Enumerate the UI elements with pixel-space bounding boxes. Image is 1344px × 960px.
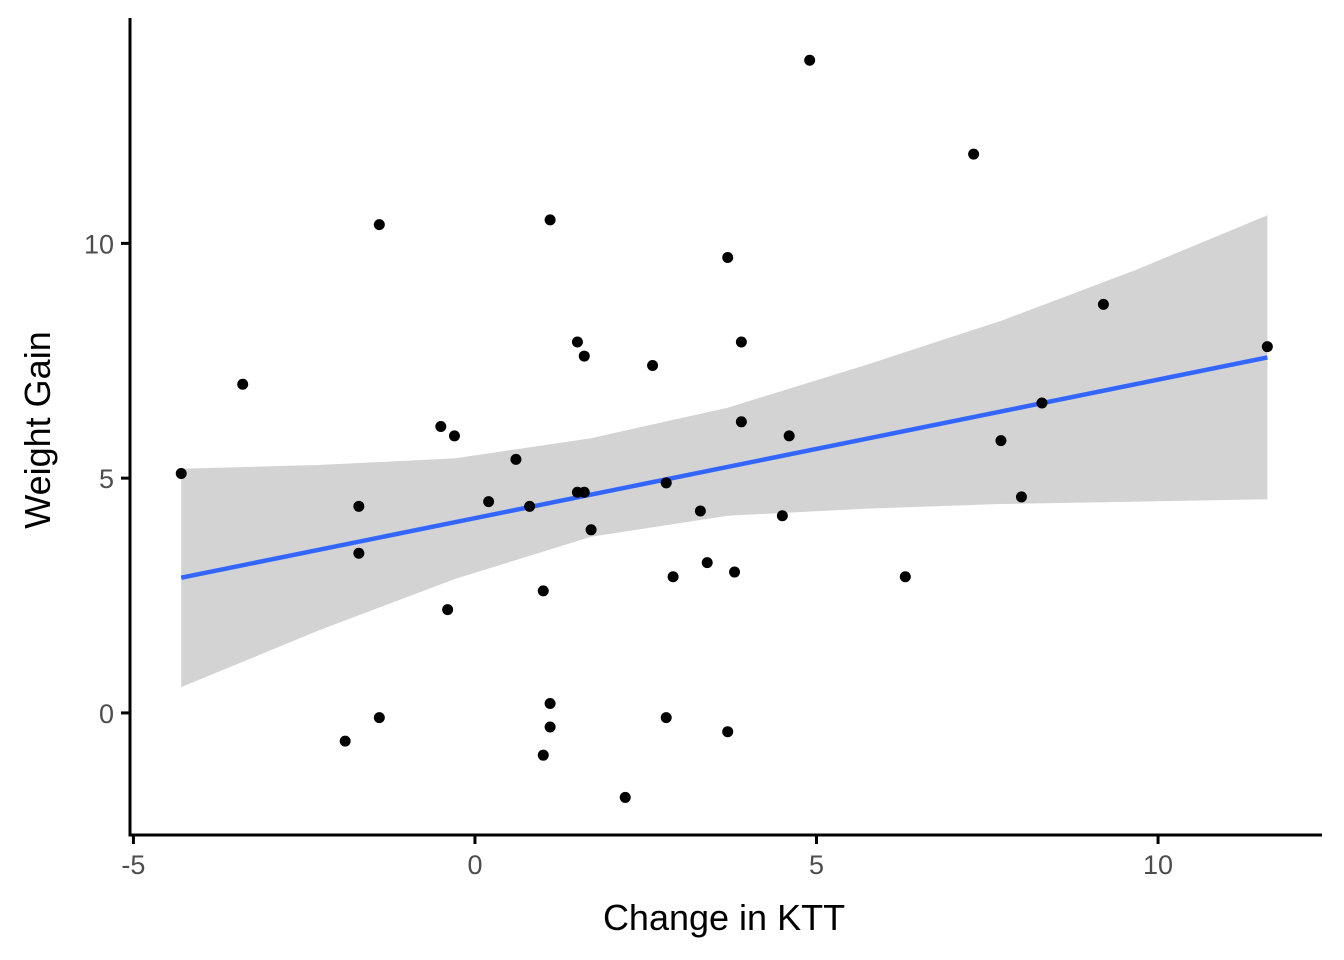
data-point	[735, 416, 747, 428]
data-point	[722, 251, 734, 263]
data-point	[585, 524, 597, 536]
data-point	[776, 510, 788, 522]
data-point	[442, 604, 454, 616]
data-point	[1261, 341, 1273, 353]
data-point	[373, 712, 385, 724]
data-point	[783, 430, 795, 442]
confidence-band	[181, 215, 1268, 688]
data-point	[578, 486, 590, 498]
x-tick-label: -5	[121, 850, 145, 880]
x-tick-label: 10	[1143, 850, 1173, 880]
data-point	[448, 430, 460, 442]
data-point	[537, 585, 549, 597]
data-point	[899, 571, 911, 583]
data-point	[353, 547, 365, 559]
data-point	[1015, 491, 1027, 503]
data-point	[339, 735, 351, 747]
data-point	[373, 219, 385, 231]
x-tick-label: 5	[809, 850, 824, 880]
data-point	[237, 378, 249, 390]
data-point	[968, 148, 980, 160]
data-point	[660, 477, 672, 489]
data-point	[544, 214, 556, 226]
data-point	[483, 496, 495, 508]
y-tick-label: 5	[99, 464, 114, 494]
data-point	[571, 336, 583, 348]
fit-line-layer	[180, 355, 1268, 580]
x-ticks: -5 0 5 10	[121, 835, 1173, 880]
data-point	[544, 698, 556, 710]
y-tick-label: 0	[99, 699, 114, 729]
data-point	[735, 336, 747, 348]
data-point	[667, 571, 679, 583]
data-point	[544, 721, 556, 733]
data-point	[1036, 397, 1048, 409]
confidence-band-layer	[181, 215, 1268, 688]
y-ticks: 0 5 10	[84, 229, 130, 729]
data-point	[995, 435, 1007, 447]
data-point	[1097, 298, 1109, 310]
data-point	[722, 726, 734, 738]
data-point	[435, 421, 447, 432]
data-point	[701, 557, 713, 569]
data-point	[578, 350, 590, 362]
x-tick-label: 0	[467, 850, 482, 880]
data-point	[647, 359, 659, 371]
y-tick-label: 10	[84, 229, 114, 259]
data-point	[660, 712, 672, 724]
data-point	[510, 453, 522, 465]
data-point	[175, 467, 187, 479]
data-point	[537, 749, 549, 761]
x-axis-title: Change in KTT	[603, 897, 845, 938]
data-point	[729, 566, 741, 578]
data-point	[353, 500, 365, 512]
data-point	[804, 54, 816, 66]
regression-line	[180, 355, 1268, 580]
data-points-layer	[175, 54, 1273, 803]
data-point	[619, 791, 631, 803]
data-point	[694, 505, 706, 517]
data-point	[524, 500, 536, 512]
y-axis-title: Weight Gain	[17, 331, 58, 528]
axes-layer	[128, 18, 1322, 837]
